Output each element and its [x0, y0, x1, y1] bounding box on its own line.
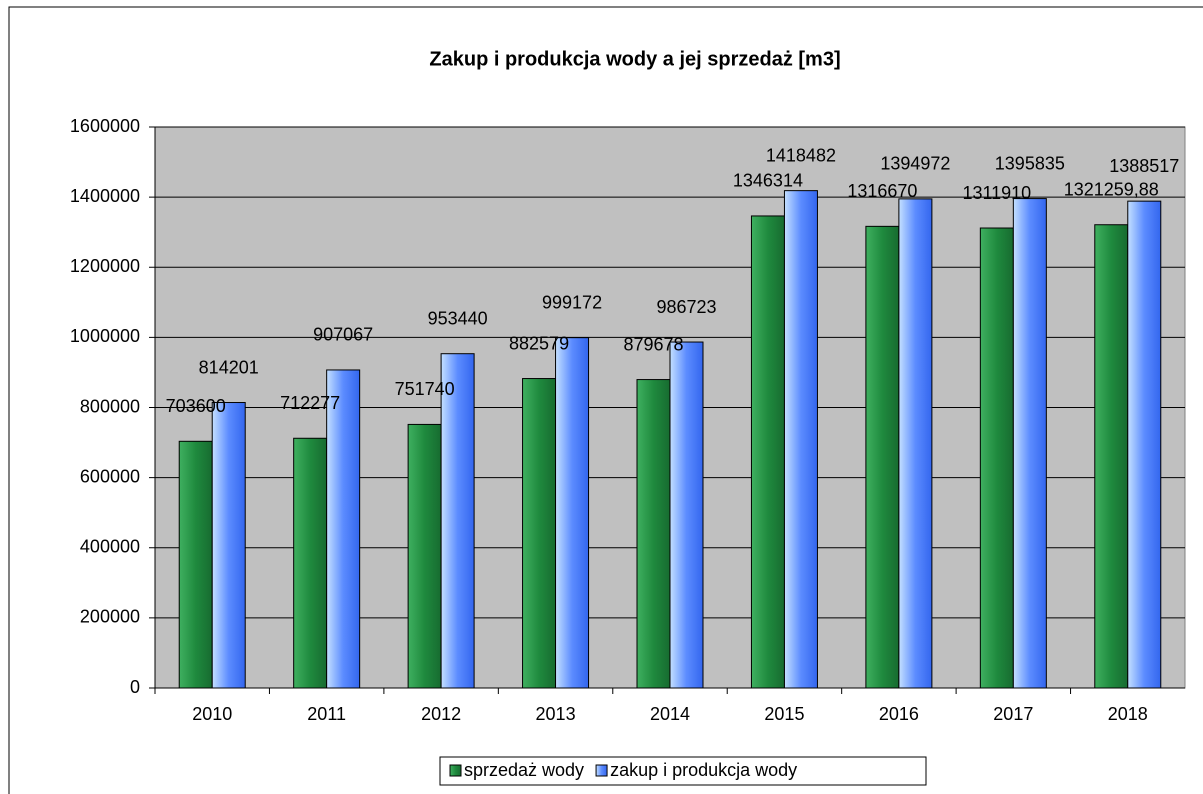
legend-swatch: [449, 764, 462, 777]
bar: [1127, 200, 1162, 689]
bar: [326, 369, 361, 689]
x-tick-label: 2012: [421, 704, 461, 724]
legend-swatch: [595, 764, 608, 777]
bar: [178, 440, 213, 689]
y-tick-label: 600000: [80, 466, 140, 486]
data-label: 1395835: [995, 153, 1065, 173]
bar: [898, 198, 933, 689]
bar: [979, 227, 1014, 689]
y-tick-label: 400000: [80, 537, 140, 557]
data-label: 986723: [656, 297, 716, 317]
data-label: 1316670: [847, 181, 917, 201]
data-label: 1321259,88: [1064, 179, 1159, 199]
x-tick-label: 2013: [536, 704, 576, 724]
x-tick-label: 2014: [650, 704, 690, 724]
bar: [783, 190, 818, 689]
bar: [669, 341, 704, 689]
legend-label: zakup i produkcja wody: [610, 760, 797, 780]
data-label: 1418482: [766, 145, 836, 165]
data-label: 1311910: [962, 183, 1031, 203]
bar: [522, 378, 557, 689]
y-tick-label: 800000: [80, 396, 140, 416]
data-label: 814201: [199, 357, 259, 377]
bar: [407, 423, 442, 689]
data-label: 999172: [542, 292, 602, 312]
bar: [555, 337, 590, 689]
bar: [865, 225, 900, 689]
data-label: 703600: [166, 396, 226, 416]
bar: [440, 353, 475, 689]
x-tick-label: 2017: [993, 704, 1033, 724]
data-label: 1388517: [1109, 156, 1179, 176]
bar: [636, 379, 671, 689]
y-tick-label: 1400000: [70, 186, 140, 206]
y-tick-label: 200000: [80, 607, 140, 627]
data-label: 751740: [395, 379, 455, 399]
x-tick-label: 2018: [1108, 704, 1148, 724]
data-label: 882579: [509, 333, 569, 353]
y-tick-label: 1600000: [70, 116, 140, 136]
y-tick-label: 1000000: [70, 326, 140, 346]
bar: [211, 402, 246, 689]
legend: sprzedaż wody zakup i produkcja wody: [439, 756, 927, 786]
x-tick-label: 2015: [764, 704, 804, 724]
legend-box: [439, 756, 927, 786]
y-tick-label: 1200000: [70, 256, 140, 276]
chart-title: Zakup i produkcja wody a jej sprzedaż [m…: [429, 48, 840, 70]
y-tick-label: 0: [130, 677, 140, 697]
x-tick-label: 2010: [192, 704, 232, 724]
data-label: 1346314: [733, 171, 803, 191]
data-label: 907067: [313, 325, 373, 345]
data-label: 953440: [428, 308, 488, 328]
data-label: 712277: [280, 393, 340, 413]
data-label: 879678: [623, 334, 683, 354]
bar: [750, 215, 785, 689]
x-tick-label: 2016: [879, 704, 919, 724]
legend-label: sprzedaż wody: [464, 760, 584, 780]
data-label: 1394972: [880, 154, 950, 174]
bar: [293, 437, 328, 689]
x-tick-label: 2011: [307, 704, 346, 724]
bar: [1012, 198, 1047, 689]
bar: [1094, 224, 1129, 689]
